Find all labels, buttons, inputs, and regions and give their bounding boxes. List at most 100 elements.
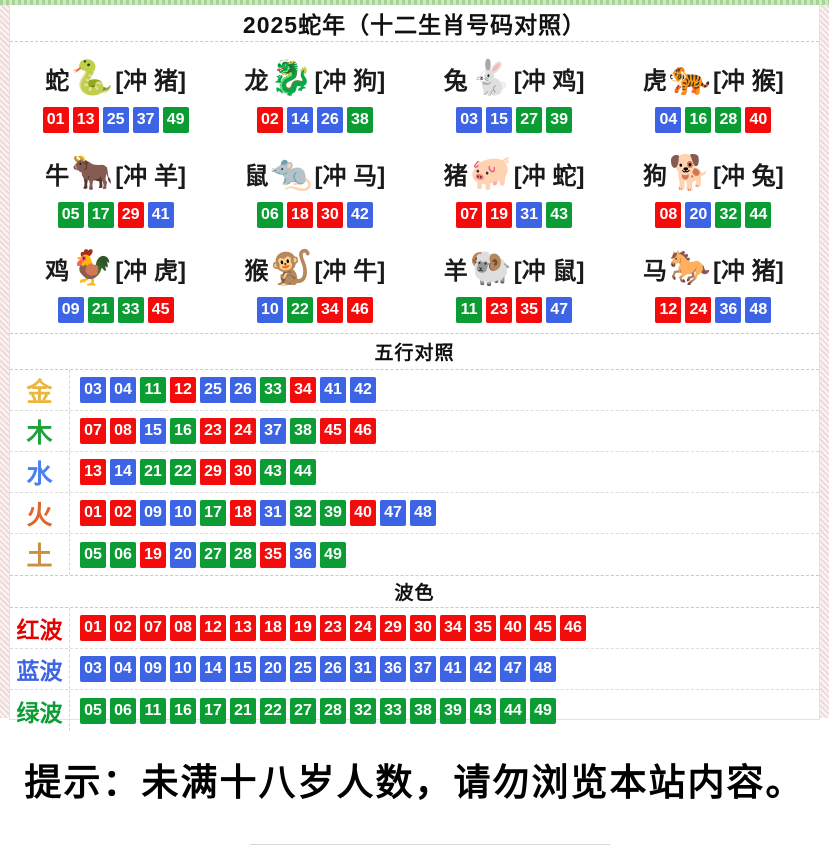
- number-ball: 16: [170, 418, 196, 444]
- number-ball: 40: [500, 615, 526, 641]
- zodiac-animal: 兔: [443, 67, 468, 95]
- number-ball: 41: [320, 377, 346, 403]
- zodiac-label: 蛇 🐍 [冲 猪]: [45, 52, 186, 104]
- wave-row-label: 红波: [10, 608, 70, 648]
- wave-row-numbers: 03 04 09 10 14 15 20 25 26 31 36 37 41 42 47 48: [70, 656, 558, 682]
- number-ball: 11: [140, 697, 166, 724]
- number-ball: 09: [140, 500, 166, 526]
- goat-icon: 🐏: [469, 249, 512, 287]
- number-ball: 02: [110, 500, 136, 526]
- snake-icon: 🐍: [71, 59, 114, 97]
- number-ball: 19: [486, 202, 513, 228]
- horse-icon: 🐎: [668, 249, 712, 287]
- zodiac-animal: 鼠: [244, 162, 269, 190]
- number-ball: 15: [230, 656, 256, 682]
- number-ball: 14: [110, 459, 136, 485]
- number-ball: 35: [260, 541, 286, 568]
- number-ball: 21: [87, 297, 114, 323]
- zodiac-clash: [冲 羊]: [115, 162, 186, 190]
- rooster-icon: 🐓: [71, 249, 114, 287]
- number-ball: 22: [286, 297, 313, 323]
- number-ball: 38: [290, 418, 316, 444]
- number-ball: 11: [140, 377, 166, 403]
- number-ball: 18: [260, 615, 286, 641]
- number-ball: 17: [200, 697, 226, 724]
- number-ball: 48: [745, 297, 772, 323]
- number-ball: 10: [170, 500, 196, 526]
- element-row-numbers: 03 04 11 12 25 26 33 34 41 42: [70, 377, 378, 403]
- number-ball: 39: [546, 107, 573, 133]
- number-ball: 05: [80, 541, 106, 568]
- zodiac-clash: [冲 虎]: [115, 257, 186, 285]
- zodiac-clash: [冲 猴]: [713, 67, 784, 95]
- number-ball: 47: [380, 500, 406, 526]
- number-ball: 03: [456, 107, 483, 133]
- number-ball: 09: [57, 297, 84, 323]
- zodiac-numbers: 04 16 28 40: [653, 107, 773, 133]
- wave-colors-header: 波色: [10, 575, 819, 608]
- number-ball: 27: [200, 541, 226, 568]
- element-row-numbers: 07 08 15 16 23 24 37 38 45 46: [70, 418, 378, 444]
- number-ball: 02: [256, 107, 283, 133]
- number-ball: 10: [256, 297, 283, 323]
- zodiac-grid: 蛇 🐍 [冲 猪] 01 13 25 37 49 龙 🐉 [冲 狗] 02 14 26 38 兔 🐇 [冲 鸡] 0…: [10, 42, 819, 333]
- number-ball: 22: [170, 459, 196, 485]
- wave-row: 绿波 05 06 11 16 17 21 22 27 28 32 33 38 39 43 44 49: [10, 690, 819, 731]
- number-ball: 31: [350, 656, 376, 682]
- number-ball: 45: [147, 297, 174, 323]
- dragon-icon: 🐉: [270, 59, 313, 97]
- zodiac-cell: 马 🐎 [冲 猪] 12 24 36 48: [614, 236, 813, 331]
- number-ball: 17: [87, 202, 114, 228]
- number-ball: 41: [440, 656, 466, 682]
- number-ball: 27: [516, 107, 543, 133]
- number-ball: 42: [346, 202, 373, 228]
- number-ball: 44: [500, 697, 526, 724]
- number-ball: 44: [290, 459, 316, 485]
- number-ball: 19: [290, 615, 316, 641]
- number-ball: 03: [80, 656, 106, 682]
- zodiac-clash: [冲 鸡]: [513, 67, 585, 95]
- number-ball: 23: [320, 615, 346, 641]
- rabbit-icon: 🐇: [469, 59, 512, 97]
- wave-row-numbers: 05 06 11 16 17 21 22 27 28 32 33 38 39 43 44 49: [70, 697, 558, 724]
- wave-row: 红波 01 02 07 08 12 13 18 19 23 24 29 30 34 35 40 45 46: [10, 608, 819, 649]
- number-ball: 23: [200, 418, 226, 444]
- number-ball: 47: [546, 297, 573, 323]
- zodiac-numbers: 05 17 29 41: [56, 202, 176, 228]
- zodiac-cell: 龙 🐉 [冲 狗] 02 14 26 38: [215, 46, 414, 141]
- zodiac-animal: 狗: [643, 162, 668, 190]
- five-elements-table: 金 03 04 11 12 25 26 33 34 41 42 木 07 08 15 16 23 24 37 38 45…: [10, 370, 819, 575]
- element-row-label: 土: [10, 534, 70, 575]
- number-ball: 42: [470, 656, 496, 682]
- element-row: 水 13 14 21 22 29 30 43 44: [10, 452, 819, 493]
- zodiac-cell: 兔 🐇 [冲 鸡] 03 15 27 39: [415, 46, 614, 141]
- number-ball: 13: [72, 107, 99, 133]
- zodiac-animal: 蛇: [45, 67, 70, 95]
- zodiac-animal: 虎: [643, 67, 668, 95]
- number-ball: 44: [745, 202, 772, 228]
- zodiac-label: 狗 🐕 [冲 兔]: [643, 147, 784, 199]
- number-ball: 43: [260, 459, 286, 485]
- zodiac-cell: 鸡 🐓 [冲 虎] 09 21 33 45: [16, 236, 215, 331]
- number-ball: 34: [440, 615, 466, 641]
- number-ball: 35: [470, 615, 496, 641]
- number-ball: 45: [320, 418, 346, 444]
- number-ball: 15: [140, 418, 166, 444]
- number-ball: 15: [486, 107, 513, 133]
- element-row: 火 01 02 09 10 17 18 31 32 39 40 47 48: [10, 493, 819, 534]
- side-border-left: [0, 5, 9, 718]
- zodiac-animal: 羊: [443, 257, 468, 285]
- number-ball: 33: [117, 297, 144, 323]
- number-ball: 42: [350, 377, 376, 403]
- number-ball: 05: [80, 697, 106, 724]
- number-ball: 03: [80, 377, 106, 403]
- number-ball: 33: [380, 697, 406, 724]
- title-bar: 2025蛇年（十二生肖号码对照）: [10, 5, 819, 42]
- zodiac-clash: [冲 狗]: [314, 67, 386, 95]
- number-ball: 32: [715, 202, 742, 228]
- top-accent-strip: [0, 0, 829, 5]
- number-ball: 31: [260, 500, 286, 526]
- number-ball: 08: [655, 202, 682, 228]
- number-ball: 21: [140, 459, 166, 485]
- number-ball: 47: [500, 656, 526, 682]
